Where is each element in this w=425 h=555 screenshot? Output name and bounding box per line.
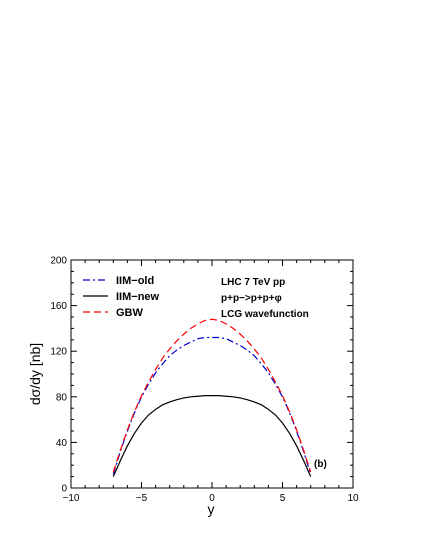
annotation-collider: LHC 7 TeV pp <box>221 277 285 288</box>
series-layer <box>112 318 312 477</box>
x-tick-label: −10 <box>63 493 80 504</box>
x-tick-label: 0 <box>209 493 215 504</box>
plot-frame <box>70 259 354 489</box>
y-tick-label: 0 <box>61 484 67 495</box>
legend-label-2: GBW <box>116 307 144 319</box>
legend-label-1: IIM−new <box>116 291 160 303</box>
annotation-wavefunction: LCG wavefunction <box>221 309 309 320</box>
y-tick-label: 120 <box>50 347 67 358</box>
series-line-1 <box>112 395 312 477</box>
x-axis-title: y <box>208 501 215 517</box>
y-tick-label: 40 <box>56 438 68 449</box>
legend-label-0: IIM−old <box>116 275 154 287</box>
axis-ticks: −10 −5 0 5 10 0 40 80 120 160 200 <box>50 256 359 505</box>
x-tick-label: −5 <box>136 493 148 504</box>
plot-border <box>70 259 354 489</box>
x-tick-label: 10 <box>347 493 359 504</box>
annotation-process: p+p−>p+p+φ <box>221 293 282 304</box>
y-tick-label: 200 <box>50 256 67 267</box>
legend: IIM−old IIM−new GBW <box>83 275 160 319</box>
y-tick-label: 160 <box>50 301 67 312</box>
y-tick-label: 80 <box>56 392 68 403</box>
x-tick-label: 5 <box>280 493 286 504</box>
y-axis-title: dσ/dy [nb] <box>27 343 43 405</box>
annotation-panel-label: (b) <box>314 459 327 470</box>
series-line-2 <box>112 318 312 473</box>
series-line-0 <box>112 336 312 475</box>
